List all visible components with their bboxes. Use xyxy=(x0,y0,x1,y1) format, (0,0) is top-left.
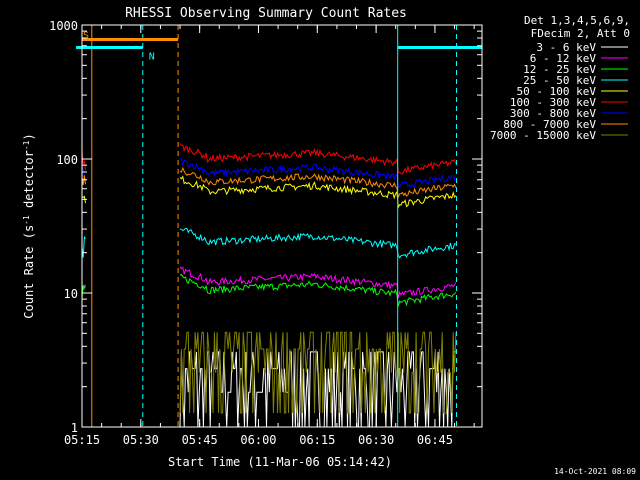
legend-label: 50 - 100 keV xyxy=(517,85,597,98)
y-tick-label: 1000 xyxy=(49,19,78,33)
legend-label: 12 - 25 keV xyxy=(523,63,596,76)
series-line-early xyxy=(81,152,86,171)
legend-label: 3 - 6 keV xyxy=(536,41,596,54)
axis-layer: 1 10 100 1000 05:15 05:30 05:45 06:00 06:15 06:30… xyxy=(49,19,482,447)
y-axis-label-exp2: -1 xyxy=(22,140,31,150)
y-tick-label: 10 xyxy=(64,287,78,301)
x-tick-label: 06:00 xyxy=(240,433,276,447)
y-axis-label-main: Count Rate (s xyxy=(22,225,36,319)
x-tick-label: 05:15 xyxy=(64,433,100,447)
legend-label: 800 - 7000 keV xyxy=(503,118,596,131)
x-tick-label: 06:30 xyxy=(358,433,394,447)
series-line xyxy=(179,143,457,175)
series-line xyxy=(179,266,457,299)
legend-header-line-1: Det 1,3,4,5,6,9, xyxy=(524,14,630,27)
x-tick-label: 05:30 xyxy=(123,433,159,447)
data-layer: SN xyxy=(76,25,482,428)
legend-label: 100 - 300 keV xyxy=(510,96,596,109)
x-tick-label: 06:45 xyxy=(417,433,453,447)
series-line xyxy=(179,166,457,199)
series-line xyxy=(179,331,457,414)
flag-label: N xyxy=(149,51,155,62)
series-line xyxy=(179,158,457,188)
timestamp: 14-Oct-2021 08:09 xyxy=(554,467,636,476)
y-tick-label: 1 xyxy=(71,421,78,435)
y-axis-label-exp1: -1 xyxy=(22,215,31,225)
x-axis-label: Start Time (11-Mar-06 05:14:42) xyxy=(168,455,392,469)
y-axis-label-end: ) xyxy=(22,133,36,140)
legend-label: 6 - 12 keV xyxy=(530,52,597,65)
y-tick-label: 100 xyxy=(56,153,78,167)
x-tick-label: 06:15 xyxy=(299,433,335,447)
series-line xyxy=(179,227,456,259)
series-line-early xyxy=(81,285,86,299)
series-line xyxy=(179,175,457,209)
plot-frame xyxy=(81,24,483,428)
x-tick-label: 05:45 xyxy=(182,433,218,447)
series-line-early xyxy=(81,235,86,258)
legend-header-line-2: FDecim 2, Att 0 xyxy=(531,27,630,40)
legend-label: 7000 - 15000 keV xyxy=(490,129,596,142)
y-axis-label-mid: detector xyxy=(22,150,36,215)
series-line xyxy=(179,273,457,307)
legend: Det 1,3,4,5,6,9, FDecim 2, Att 0 3 - 6 k… xyxy=(490,14,630,142)
flag-label: S xyxy=(83,30,89,41)
chart-title: RHESSI Observing Summary Count Rates xyxy=(125,6,407,21)
series-line xyxy=(179,351,456,428)
legend-label: 300 - 800 keV xyxy=(510,107,596,120)
y-axis-label: Count Rate (s-1 detector-1) xyxy=(22,133,37,318)
legend-label: 25 - 50 keV xyxy=(523,74,596,87)
